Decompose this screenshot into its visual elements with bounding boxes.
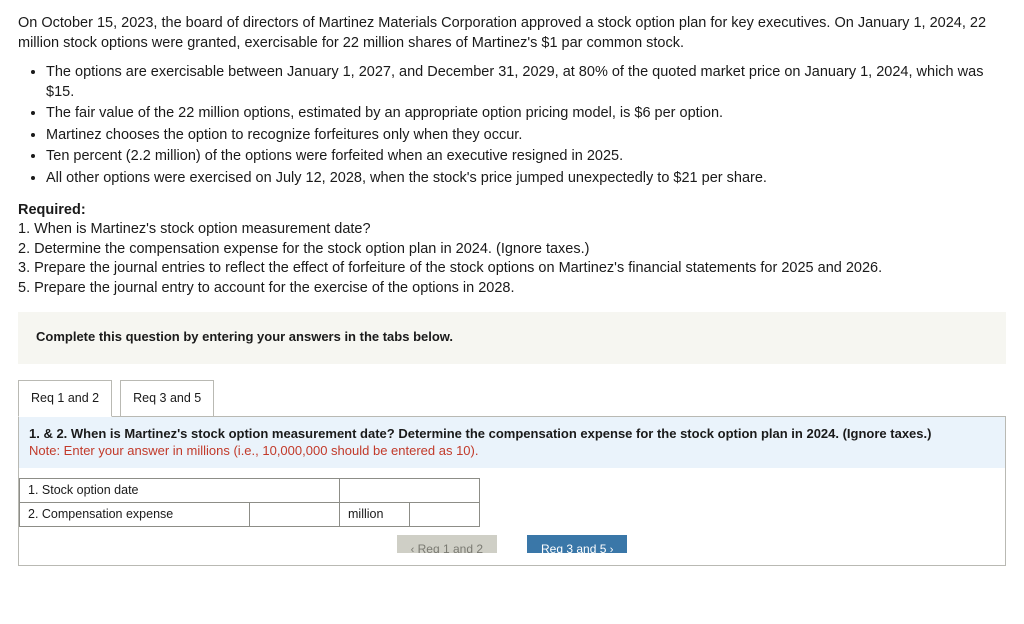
bullet-item: The options are exercisable between Janu…: [46, 63, 1006, 102]
required-item: 1. When is Martinez's stock option measu…: [18, 220, 1006, 240]
intro-paragraph: On October 15, 2023, the board of direct…: [18, 14, 1006, 53]
bullet-list: The options are exercisable between Janu…: [46, 63, 1006, 188]
tab-req-1-2[interactable]: Req 1 and 2: [18, 380, 112, 417]
unit-label: million: [340, 502, 410, 526]
row-label: 1. Stock option date: [20, 478, 340, 502]
stock-option-date-input[interactable]: [340, 478, 480, 502]
required-item: 3. Prepare the journal entries to reflec…: [18, 259, 1006, 279]
answer-panel: 1. & 2. When is Martinez's stock option …: [18, 416, 1006, 566]
bullet-item: Martinez chooses the option to recognize…: [46, 126, 1006, 146]
tab-row: Req 1 and 2 Req 3 and 5: [18, 380, 1006, 417]
nav-row: ‹ Req 1 and 2 Req 3 and 5 ›: [33, 535, 991, 553]
bullet-item: The fair value of the 22 million options…: [46, 104, 1006, 124]
empty-cell: [410, 502, 480, 526]
next-label: Req 3 and 5: [541, 542, 606, 553]
instruction-text: Complete this question by entering your …: [36, 329, 453, 344]
table-row: 1. Stock option date: [20, 478, 480, 502]
chevron-right-icon: ›: [610, 544, 614, 553]
required-block: Required: 1. When is Martinez's stock op…: [18, 201, 1006, 299]
panel-headline: 1. & 2. When is Martinez's stock option …: [29, 426, 931, 441]
instruction-box: Complete this question by entering your …: [18, 312, 1006, 364]
next-button[interactable]: Req 3 and 5 ›: [527, 535, 627, 553]
tab-req-3-5[interactable]: Req 3 and 5: [120, 380, 214, 417]
prev-button[interactable]: ‹ Req 1 and 2: [397, 535, 497, 553]
required-heading: Required:: [18, 201, 1006, 221]
required-item: 5. Prepare the journal entry to account …: [18, 279, 1006, 299]
compensation-expense-input[interactable]: [250, 502, 340, 526]
row-label: 2. Compensation expense: [20, 502, 250, 526]
panel-note: Note: Enter your answer in millions (i.e…: [29, 443, 478, 458]
answer-table: 1. Stock option date 2. Compensation exp…: [19, 478, 480, 527]
prev-label: Req 1 and 2: [418, 542, 483, 553]
required-item: 2. Determine the compensation expense fo…: [18, 240, 1006, 260]
table-row: 2. Compensation expense million: [20, 502, 480, 526]
panel-header: 1. & 2. When is Martinez's stock option …: [19, 417, 1005, 468]
chevron-left-icon: ‹: [411, 544, 415, 553]
bullet-item: All other options were exercised on July…: [46, 169, 1006, 189]
bullet-item: Ten percent (2.2 million) of the options…: [46, 147, 1006, 167]
